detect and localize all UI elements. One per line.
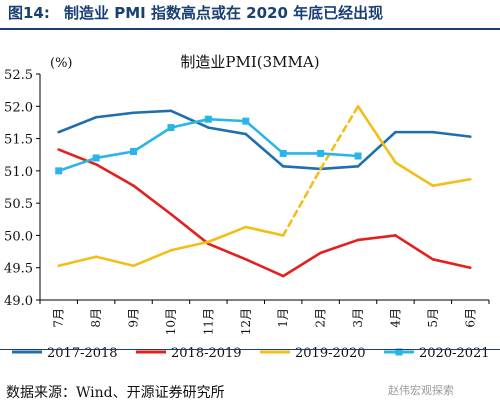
series-point-2020-2021 <box>242 117 250 125</box>
series-segment-2020-2021 <box>244 119 285 155</box>
series-segment-2018-2019 <box>244 258 285 278</box>
series-segment-2018-2019 <box>356 234 397 242</box>
series-point-2020-2021 <box>130 147 138 155</box>
x-tick-label: 2月 <box>314 308 328 328</box>
x-tick-label: 6月 <box>463 308 477 328</box>
series-segment-2017-2018 <box>281 165 322 171</box>
series-segment-2020-2021 <box>207 117 248 123</box>
series-segment-2018-2019 <box>207 242 248 261</box>
series-segment-2019-2020 <box>431 177 472 188</box>
series-segment-2017-2018 <box>57 115 98 134</box>
y-tick-label: 49.5 <box>4 262 33 277</box>
series-segment-2017-2018 <box>132 109 173 115</box>
series-segment-2019-2020 <box>207 225 248 244</box>
series-segment-2017-2018 <box>94 111 135 119</box>
series-segment-2017-2018 <box>244 132 285 168</box>
watermark: 赵伟宏观探索 <box>388 384 454 397</box>
series-segment-2018-2019 <box>57 148 98 166</box>
series-segment-2017-2018 <box>207 126 248 136</box>
figure-number: 图14: <box>8 4 50 22</box>
series-segment-2019-2020 <box>394 161 435 188</box>
y-tick-label: 51.5 <box>4 133 33 148</box>
y-tick-label: 52.5 <box>4 68 33 83</box>
series-segment-2018-2019 <box>281 251 322 278</box>
series-point-2020-2021 <box>354 152 362 160</box>
x-tick-label: 8月 <box>89 308 103 328</box>
series-segment-2020-2021 <box>132 126 173 153</box>
figure-header: 图14: 制造业 PMI 指数高点或在 2020 年底已经出现 <box>0 0 500 26</box>
series-segment-2019-2020 <box>132 248 173 268</box>
y-tick-label: 49.0 <box>4 294 33 309</box>
series-segment-2017-2018 <box>319 165 360 171</box>
series-segment-2018-2019 <box>169 212 210 246</box>
series-segment-2018-2019 <box>394 234 435 261</box>
series-segment-2017-2018 <box>431 130 472 138</box>
chart-title: 制造业PMI(3MMA) <box>180 53 319 71</box>
series-segment-2019-2020 <box>244 225 285 237</box>
y-tick-label: 52.0 <box>4 100 33 115</box>
x-tick-label: 9月 <box>127 308 141 328</box>
x-tick-label: 11月 <box>201 308 215 335</box>
series-segment-2018-2019 <box>319 238 360 255</box>
series-segment-2019-2020 <box>281 167 322 237</box>
x-tick-label: 7月 <box>52 308 66 328</box>
y-tick-label: 50.5 <box>4 197 33 212</box>
x-tick-label: 3月 <box>351 308 365 328</box>
series-segment-2019-2020 <box>57 255 98 268</box>
x-tick-label: 1月 <box>276 308 290 328</box>
series-segment-2019-2020 <box>94 255 135 268</box>
series-point-2020-2021 <box>92 154 100 162</box>
legend-marker <box>395 348 403 356</box>
x-tick-label: 12月 <box>239 308 253 335</box>
series-point-2020-2021 <box>55 167 63 175</box>
series-segment-2019-2020 <box>356 104 397 164</box>
series-segment-2017-2018 <box>169 109 210 129</box>
x-tick-label: 10月 <box>164 308 178 335</box>
series-segment-2018-2019 <box>94 163 135 188</box>
pmi-line-chart: 制造业PMI(3MMA) (%) 49.0 49.5 50.0 50.5 51.0 51.5 5… <box>4 53 490 361</box>
series-point-2020-2021 <box>167 124 175 132</box>
series-point-2020-2021 <box>279 149 287 157</box>
source-note: 数据来源：Wind、开源证券研究所 <box>6 385 225 401</box>
series-segment-2020-2021 <box>169 117 210 129</box>
series-segment-2020-2021 <box>94 150 135 160</box>
series-segment-2017-2018 <box>356 130 397 168</box>
series-point-2020-2021 <box>317 149 325 157</box>
header-rule <box>0 28 500 30</box>
series-segment-2018-2019 <box>132 184 173 216</box>
series-segment-2020-2021 <box>57 156 98 173</box>
footer-rule <box>0 349 500 350</box>
x-tick-label: 4月 <box>388 308 402 328</box>
series-segment-2018-2019 <box>431 258 472 270</box>
figure-title: 制造业 PMI 指数高点或在 2020 年底已经出现 <box>64 4 384 22</box>
x-tick-label: 5月 <box>426 308 440 328</box>
series-segment-2019-2020 <box>169 240 210 252</box>
y-tick-label: 51.0 <box>4 165 33 180</box>
series-point-2020-2021 <box>204 115 212 123</box>
series-segment-2019-2020 <box>319 104 360 171</box>
y-tick-label: 50.0 <box>4 229 33 244</box>
series-segment-2020-2021 <box>319 152 360 158</box>
y-unit-label: (%) <box>50 56 73 71</box>
